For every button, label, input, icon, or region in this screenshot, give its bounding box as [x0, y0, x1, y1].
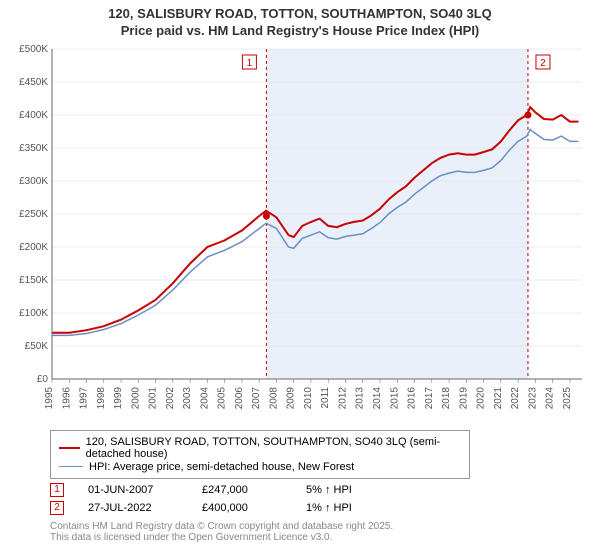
- x-tick-label: 1995: [44, 386, 55, 409]
- x-tick-label: 1997: [79, 386, 90, 409]
- datapoint-pct: 5% ↑ HPI: [306, 484, 386, 496]
- y-tick-label: £500K: [19, 44, 48, 55]
- x-tick-label: 2020: [476, 386, 487, 409]
- y-tick-label: £200K: [19, 242, 48, 253]
- x-tick-label: 2001: [148, 386, 159, 409]
- x-tick-label: 2004: [199, 386, 210, 409]
- legend: 120, SALISBURY ROAD, TOTTON, SOUTHAMPTON…: [50, 430, 470, 479]
- y-tick-label: £150K: [19, 275, 48, 286]
- x-tick-label: 2021: [493, 386, 504, 409]
- x-tick-label: 2008: [268, 386, 279, 409]
- y-tick-label: £250K: [19, 209, 48, 220]
- x-tick-label: 2003: [182, 386, 193, 409]
- y-tick-label: £350K: [19, 143, 48, 154]
- legend-item: HPI: Average price, semi-detached house,…: [59, 461, 461, 473]
- x-tick-label: 2006: [234, 386, 245, 409]
- legend-item: 120, SALISBURY ROAD, TOTTON, SOUTHAMPTON…: [59, 436, 461, 460]
- x-tick-label: 2002: [165, 386, 176, 409]
- y-tick-label: £50K: [25, 341, 49, 352]
- datapoint-marker: 1: [50, 483, 64, 497]
- legend-label: 120, SALISBURY ROAD, TOTTON, SOUTHAMPTON…: [86, 436, 461, 460]
- y-tick-label: £0: [37, 374, 49, 385]
- datapoint-date: 01-JUN-2007: [88, 484, 178, 496]
- legend-label: HPI: Average price, semi-detached house,…: [89, 461, 354, 473]
- chart-plot: £0 £50K £100K £150K £200K £250K £300K £350K £400…: [10, 44, 590, 424]
- y-tick-label: £400K: [19, 110, 48, 121]
- legend-swatch: [59, 466, 83, 467]
- x-tick-label: 2011: [320, 386, 331, 408]
- marker-dot: [524, 111, 531, 118]
- marker-num: 2: [540, 58, 546, 69]
- data-points-table: 1 01-JUN-2007 £247,000 5% ↑ HPI 2 27-JUL-2022…: [50, 483, 590, 515]
- x-tick-label: 2023: [527, 386, 538, 409]
- chart-svg: £0 £50K £100K £150K £200K £250K £300K £350K £400…: [10, 44, 590, 424]
- x-tick-label: 2019: [458, 386, 469, 409]
- x-tick-label: 2024: [545, 386, 556, 409]
- x-tick-label: 2000: [130, 386, 141, 409]
- datapoint-row: 2 27-JUL-2022 £400,000 1% ↑ HPI: [50, 501, 590, 515]
- y-tick-label: £450K: [19, 77, 48, 88]
- x-tick-label: 2007: [251, 386, 262, 409]
- y-tick-label: £300K: [19, 176, 48, 187]
- datapoint-marker: 2: [50, 501, 64, 515]
- datapoint-row: 1 01-JUN-2007 £247,000 5% ↑ HPI: [50, 483, 590, 497]
- footnote-line2: This data is licensed under the Open Gov…: [50, 532, 590, 543]
- datapoint-pct: 1% ↑ HPI: [306, 502, 386, 514]
- x-tick-label: 1996: [61, 386, 72, 409]
- marker-num: 1: [247, 58, 253, 69]
- footnote: Contains HM Land Registry data © Crown c…: [50, 521, 590, 543]
- x-tick-label: 2005: [217, 386, 228, 409]
- x-tick-label: 2015: [389, 386, 400, 409]
- x-tick-label: 2017: [424, 386, 435, 409]
- x-tick-label: 2025: [562, 386, 573, 409]
- x-tick-label: 2010: [303, 386, 314, 409]
- x-tick-label: 1998: [96, 386, 107, 409]
- datapoint-date: 27-JUL-2022: [88, 502, 178, 514]
- x-tick-label: 2022: [510, 386, 521, 409]
- x-tick-label: 2012: [337, 386, 348, 409]
- x-tick-label: 2009: [286, 386, 297, 409]
- x-tick-label: 2013: [355, 386, 366, 409]
- x-tick-label: 2014: [372, 386, 383, 409]
- title-line2: Price paid vs. HM Land Registry's House …: [10, 23, 590, 40]
- datapoint-price: £400,000: [202, 502, 282, 514]
- x-tick-label: 2018: [441, 386, 452, 409]
- x-tick-label: 2016: [407, 386, 418, 409]
- y-tick-label: £100K: [19, 308, 48, 319]
- datapoint-price: £247,000: [202, 484, 282, 496]
- footnote-line1: Contains HM Land Registry data © Crown c…: [50, 521, 590, 532]
- title-line1: 120, SALISBURY ROAD, TOTTON, SOUTHAMPTON…: [10, 6, 590, 23]
- x-tick-label: 1999: [113, 386, 124, 409]
- legend-swatch: [59, 447, 80, 449]
- chart-title: 120, SALISBURY ROAD, TOTTON, SOUTHAMPTON…: [10, 6, 590, 40]
- marker-dot: [263, 212, 270, 219]
